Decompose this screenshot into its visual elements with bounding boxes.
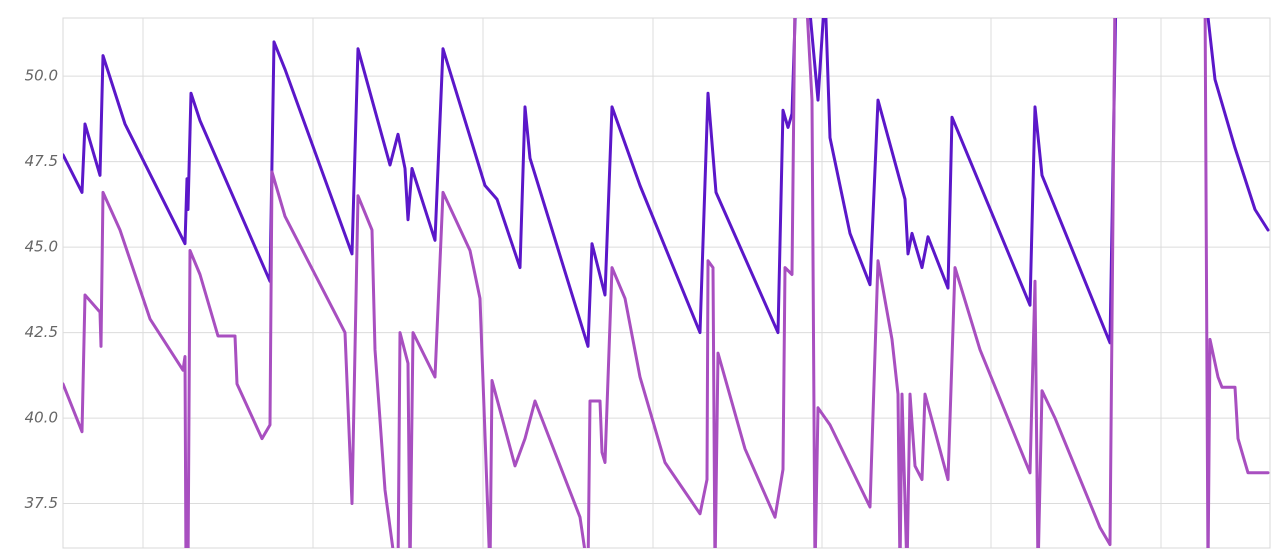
axis-labels: 37.5 40.0 42.5 45.0 47.5 50.0 bbox=[25, 67, 58, 512]
lines bbox=[63, 18, 1270, 548]
y-tick-label: 42.5 bbox=[25, 323, 58, 341]
series-line bbox=[63, 18, 1270, 548]
y-tick-label: 45.0 bbox=[25, 238, 58, 256]
y-tick-label: 47.5 bbox=[25, 152, 58, 170]
y-tick-label: 40.0 bbox=[25, 409, 58, 427]
grid bbox=[63, 18, 1270, 548]
y-tick-label: 37.5 bbox=[25, 494, 58, 512]
series-line bbox=[63, 18, 1270, 348]
plot-area bbox=[62, 17, 1271, 549]
y-tick-label: 50.0 bbox=[25, 67, 58, 85]
